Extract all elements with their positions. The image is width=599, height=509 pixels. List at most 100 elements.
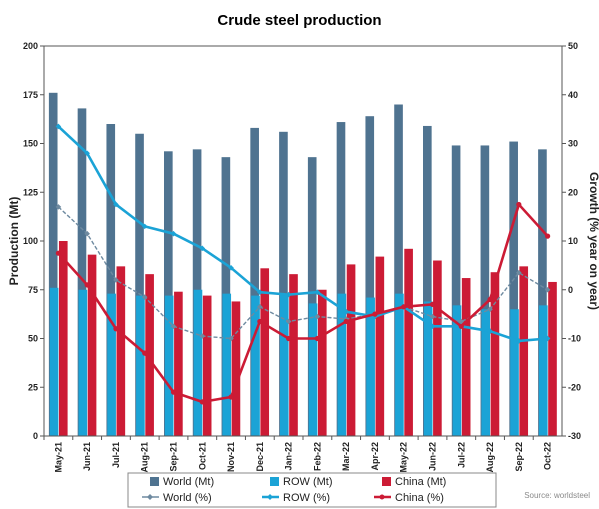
y-tick-label-175: 175	[23, 90, 38, 100]
point-row-Jan-22	[285, 291, 292, 298]
chart-title: Crude steel production	[217, 12, 381, 29]
legend-marker-5	[379, 494, 385, 500]
bar-world-May-21	[48, 92, 58, 437]
legend-marker-4	[267, 494, 273, 500]
bar-world-Sep-21	[164, 151, 173, 437]
bar-china-Jul-21	[116, 266, 126, 436]
point-row-May-21	[55, 123, 62, 130]
bar-china-Oct-21	[202, 295, 212, 436]
x-tick-label-Mar-22: Mar-22	[341, 442, 351, 471]
point-world-Dec-21	[257, 304, 263, 310]
point-row-Oct-22	[544, 335, 551, 342]
y-tick-label-125: 125	[23, 187, 38, 197]
x-tick-label-Nov-21: Nov-21	[226, 442, 236, 472]
point-china-Aug-21	[142, 350, 148, 356]
bar-row-Feb-22	[308, 303, 318, 436]
point-china-Mar-22	[343, 318, 349, 325]
bar-china-Feb-22	[317, 289, 327, 436]
point-china-Jun-21	[84, 282, 90, 288]
point-row-Jun-22	[429, 323, 436, 330]
x-tick-label-May-22: May-22	[399, 442, 409, 473]
point-china-Sep-21	[170, 389, 177, 395]
x-tick-label-Dec-21: Dec-21	[255, 442, 265, 472]
point-world-Oct-21	[199, 333, 206, 339]
bar-china-Jun-21	[87, 254, 97, 436]
bar-china-Nov-21	[231, 301, 241, 436]
y2-tick-label-20: 20	[568, 187, 578, 197]
point-china-Jan-22	[286, 335, 292, 342]
legend-label-3: World (%)	[163, 492, 212, 504]
point-world-Aug-22	[487, 306, 493, 313]
point-row-Dec-21	[257, 289, 263, 295]
y2-tick-label-40: 40	[568, 90, 578, 100]
point-world-Sep-22	[516, 269, 522, 276]
point-china-Sep-22	[516, 201, 522, 208]
bar-world-Apr-22	[365, 116, 375, 436]
legend-swatch-1	[270, 477, 279, 486]
point-world-May-21	[55, 204, 62, 210]
bar-world-Mar-22	[336, 122, 346, 437]
x-tick-label-Sep-21: Sep-21	[169, 442, 179, 472]
x-tick-label-Oct-21: Oct-21	[197, 442, 207, 470]
bar-world-Aug-21	[135, 133, 144, 436]
bar-china-Sep-21	[174, 291, 183, 436]
bar-world-Oct-22	[538, 149, 547, 436]
point-world-Jul-22	[458, 318, 465, 325]
y2-tick-label-30: 30	[568, 139, 578, 149]
bar-world-Jun-21	[77, 108, 87, 437]
x-tick-label-Jun-22: Jun-22	[428, 442, 438, 471]
x-tick-label-Jan-22: Jan-22	[284, 442, 294, 471]
point-china-Jul-21	[113, 326, 119, 332]
point-row-Jul-21	[113, 201, 119, 208]
legend-box	[127, 472, 497, 508]
y2-tick-label--30: -30	[568, 431, 581, 441]
point-china-Dec-21	[257, 318, 263, 325]
point-world-Jun-22	[429, 313, 436, 320]
point-china-Apr-22	[372, 311, 378, 317]
x-tick-label-Apr-22: Apr-22	[370, 442, 380, 471]
point-row-Jun-21	[84, 150, 90, 157]
x-tick-label-Sep-22: Sep-22	[514, 442, 524, 472]
bar-china-Aug-22	[490, 272, 500, 436]
point-china-Oct-22	[545, 233, 551, 239]
point-china-May-22	[401, 304, 407, 310]
bar-row-May-21	[49, 287, 59, 436]
legend-label-2: China (Mt)	[395, 476, 446, 488]
bar-row-Sep-22	[510, 309, 519, 436]
bar-world-Dec-21	[250, 127, 259, 437]
point-world-Jul-21	[113, 277, 119, 283]
x-tick-label-Jun-21: Jun-21	[82, 442, 92, 471]
point-world-Aug-21	[141, 294, 148, 300]
source-note: Source: worldsteel	[524, 491, 590, 500]
point-row-Feb-22	[314, 289, 321, 295]
point-row-Sep-22	[516, 338, 522, 344]
x-tick-label-May-21: May-21	[53, 442, 63, 473]
bar-row-Jul-21	[107, 293, 116, 436]
legend-label-0: World (Mt)	[163, 476, 214, 488]
legend: World (Mt) ROW (Mt) China (Mt) World (%) ROW…	[127, 472, 497, 508]
bar-row-Oct-21	[193, 289, 203, 436]
point-row-Oct-21	[199, 245, 206, 252]
bar-china-Jun-22	[433, 260, 442, 436]
y2-tick-label--10: -10	[568, 334, 581, 344]
line-world	[57, 206, 548, 340]
point-row-Nov-21	[228, 265, 234, 271]
bar-china-Aug-21	[145, 274, 154, 436]
point-row-Aug-21	[141, 223, 148, 230]
legend-swatch-0	[150, 477, 159, 486]
bar-world-May-22	[394, 104, 403, 436]
point-china-Nov-21	[228, 394, 234, 400]
line-row	[57, 125, 548, 343]
y-axis-title: Production (Mt)	[7, 197, 21, 286]
x-tick-label-Oct-22: Oct-22	[543, 442, 553, 470]
bar-row-Aug-22	[481, 309, 491, 436]
legend-label-5: China (%)	[395, 492, 444, 504]
bar-china-Sep-22	[519, 266, 529, 436]
point-world-Oct-22	[544, 286, 551, 293]
bar-china-Apr-22	[375, 256, 385, 436]
bar-row-Dec-21	[251, 295, 260, 436]
point-world-Nov-21	[228, 335, 234, 342]
point-row-Mar-22	[343, 308, 349, 315]
